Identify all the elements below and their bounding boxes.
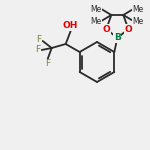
Text: Me: Me — [91, 4, 102, 14]
Text: Me: Me — [133, 4, 144, 14]
Text: OH: OH — [63, 21, 78, 30]
Text: F: F — [36, 34, 41, 43]
Text: Me: Me — [91, 16, 102, 26]
Text: B: B — [114, 33, 121, 42]
Text: O: O — [102, 24, 110, 33]
Text: F: F — [45, 60, 50, 69]
Text: F: F — [35, 45, 40, 54]
Text: Me: Me — [133, 16, 144, 26]
Text: O: O — [124, 24, 132, 33]
